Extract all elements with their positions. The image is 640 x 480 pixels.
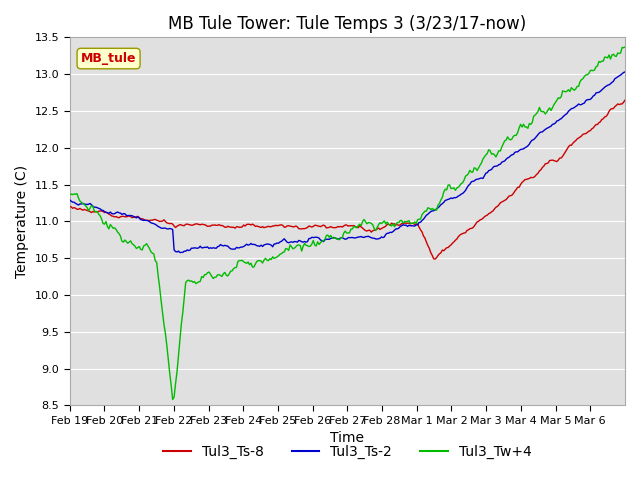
Title: MB Tule Tower: Tule Temps 3 (3/23/17-now): MB Tule Tower: Tule Temps 3 (3/23/17-now… xyxy=(168,15,527,33)
X-axis label: Time: Time xyxy=(330,432,364,445)
Legend: Tul3_Ts-8, Tul3_Ts-2, Tul3_Tw+4: Tul3_Ts-8, Tul3_Ts-2, Tul3_Tw+4 xyxy=(157,440,537,465)
Text: MB_tule: MB_tule xyxy=(81,52,136,65)
Y-axis label: Temperature (C): Temperature (C) xyxy=(15,165,29,278)
